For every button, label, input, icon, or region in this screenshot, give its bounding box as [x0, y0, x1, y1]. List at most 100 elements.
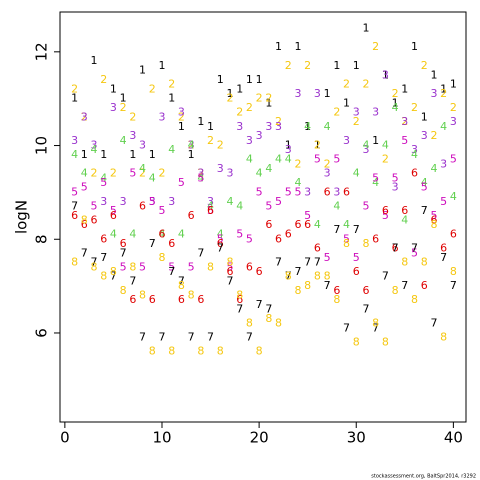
point: 5 — [178, 176, 185, 189]
point: 5 — [207, 204, 214, 217]
point: 3 — [149, 195, 156, 208]
point: 1 — [285, 139, 292, 152]
point: 1 — [265, 96, 272, 109]
point: 6 — [149, 293, 156, 306]
point: 5 — [158, 204, 165, 217]
point: 7 — [333, 223, 340, 236]
y-axis-label: logN — [13, 200, 31, 234]
y-tick-label: 10 — [33, 136, 51, 155]
point: 4 — [168, 143, 175, 156]
point: 8 — [275, 317, 282, 330]
point: 8 — [294, 284, 301, 297]
point: 1 — [246, 73, 253, 86]
point: 5 — [450, 153, 457, 166]
point: 4 — [440, 120, 447, 133]
point: 2 — [430, 129, 437, 142]
point: 7 — [246, 331, 253, 344]
point: 4 — [90, 143, 97, 156]
point: 6 — [246, 260, 253, 273]
point: 1 — [421, 110, 428, 123]
point: 4 — [100, 171, 107, 184]
point: 5 — [149, 195, 156, 208]
point: 5 — [430, 209, 437, 222]
point: 2 — [343, 78, 350, 91]
point: 7 — [120, 246, 127, 259]
point: 2 — [120, 101, 127, 114]
point: 3 — [207, 195, 214, 208]
point: 5 — [226, 260, 233, 273]
point: 1 — [362, 21, 369, 34]
point: 8 — [158, 251, 165, 264]
point: 6 — [285, 228, 292, 241]
point: 4 — [285, 153, 292, 166]
x-tick-label: 40 — [444, 429, 463, 447]
point: 8 — [382, 335, 389, 348]
point: 7 — [217, 242, 224, 255]
point: 8 — [90, 260, 97, 273]
point: 4 — [81, 167, 88, 180]
point: 6 — [129, 293, 136, 306]
point: 7 — [197, 246, 204, 259]
point: 3 — [392, 181, 399, 194]
point: 8 — [197, 345, 204, 358]
point: 8 — [139, 288, 146, 301]
point: 8 — [149, 345, 156, 358]
point: 4 — [149, 171, 156, 184]
point: 6 — [236, 293, 243, 306]
point: 5 — [217, 232, 224, 245]
point: 4 — [392, 101, 399, 114]
point: 3 — [294, 87, 301, 100]
point: 1 — [401, 82, 408, 95]
point: 1 — [304, 120, 311, 133]
point: 1 — [343, 96, 350, 109]
point: 6 — [139, 199, 146, 212]
point: 5 — [197, 171, 204, 184]
y-tick-label: 8 — [33, 234, 51, 244]
point: 3 — [411, 143, 418, 156]
point: 4 — [382, 139, 389, 152]
point: 1 — [90, 54, 97, 67]
footnote: stockassessment.org, BaltSpr2014, r3292 — [371, 474, 476, 480]
point: 3 — [90, 139, 97, 152]
point: 8 — [401, 256, 408, 269]
point: 2 — [421, 59, 428, 72]
point: 3 — [372, 106, 379, 119]
point: 6 — [362, 284, 369, 297]
point: 8 — [411, 293, 418, 306]
point: 1 — [188, 148, 195, 161]
point: 2 — [294, 157, 301, 170]
point: 7 — [294, 265, 301, 278]
point: 7 — [139, 331, 146, 344]
point: 3 — [226, 167, 233, 180]
point: 3 — [168, 195, 175, 208]
point: 1 — [440, 82, 447, 95]
point: 1 — [275, 40, 282, 53]
point: 2 — [324, 157, 331, 170]
point: 5 — [353, 251, 360, 264]
point: 7 — [314, 256, 321, 269]
point: 8 — [168, 345, 175, 358]
point: 2 — [226, 92, 233, 105]
point: 6 — [197, 293, 204, 306]
point: 8 — [285, 270, 292, 283]
point: 4 — [158, 228, 165, 241]
point: 2 — [100, 73, 107, 86]
point: 4 — [178, 228, 185, 241]
point: 8 — [110, 265, 117, 278]
point: 7 — [265, 303, 272, 316]
point: 5 — [168, 260, 175, 273]
point: 8 — [265, 312, 272, 325]
point: 5 — [265, 199, 272, 212]
point: 2 — [178, 110, 185, 123]
point: 3 — [120, 195, 127, 208]
point: 7 — [81, 246, 88, 259]
point: 1 — [226, 87, 233, 100]
point: 4 — [197, 171, 204, 184]
point: 7 — [207, 331, 214, 344]
point: 2 — [401, 115, 408, 128]
point: 6 — [392, 242, 399, 255]
point: 2 — [450, 101, 457, 114]
point: 4 — [333, 199, 340, 212]
point: 6 — [294, 218, 301, 231]
